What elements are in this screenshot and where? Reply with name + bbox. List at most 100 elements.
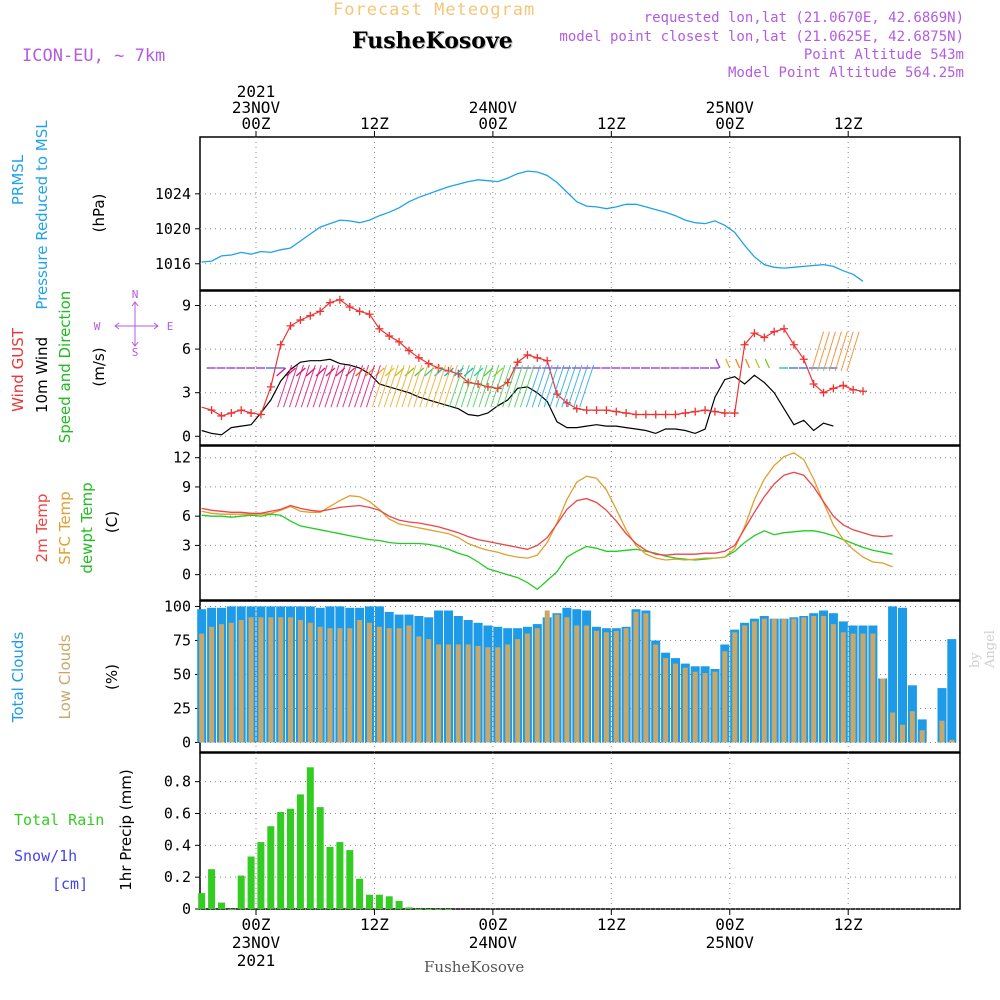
wind-gust-point <box>799 355 808 364</box>
wind-direction-hatch <box>508 364 524 408</box>
wind-gust-point <box>710 407 719 416</box>
wind-gust-point <box>829 384 838 393</box>
ytick-label-pressure: 1016 <box>155 255 191 273</box>
wind-gust-point <box>543 356 552 365</box>
panel-frame-wind <box>199 290 961 446</box>
low-cloud-bar <box>258 617 264 743</box>
wind-direction-hatch <box>360 364 375 408</box>
wind-direction-arrow <box>754 358 760 369</box>
ytick-label-precip: 0.2 <box>164 868 191 886</box>
wind-gust-point <box>661 410 670 419</box>
wind-direction-hatch <box>425 364 441 408</box>
top-time-label: 00Z <box>242 114 271 133</box>
low-cloud-bar <box>465 644 471 743</box>
rain-bar <box>218 902 225 909</box>
low-cloud-bar <box>475 645 481 743</box>
bottom-time-label: 23NOV <box>232 933 281 952</box>
bottom-time-label: 2021 <box>237 951 276 970</box>
wind-direction-hatch <box>466 364 482 408</box>
wind-direction-hatch <box>330 364 346 408</box>
wind-gust-point <box>355 307 364 316</box>
wind-direction-arrow <box>735 358 741 369</box>
bottom-time-label: 12Z <box>834 915 863 934</box>
wind-gust-point <box>414 353 423 362</box>
low-cloud-bar <box>840 632 846 743</box>
model-altitude-label: Model Point Altitude 564.25m <box>727 65 964 81</box>
low-cloud-bar <box>495 647 501 743</box>
panel-frame-temp <box>199 445 961 601</box>
wind-direction-hatch <box>448 364 464 408</box>
wind-gust-point <box>256 410 265 419</box>
wind-gust-line <box>201 299 864 417</box>
rain-bar <box>405 907 413 909</box>
low-cloud-bar <box>357 620 363 743</box>
low-cloud-bar <box>376 626 382 743</box>
wind-direction-hatch <box>567 364 583 408</box>
wind-direction-hatch <box>484 364 500 408</box>
wind-gust-point <box>770 327 779 336</box>
rain-bar <box>435 909 443 910</box>
panel-frame-precip <box>199 752 961 910</box>
low-cloud-bar <box>613 630 619 743</box>
low-cloud-bar <box>830 624 836 743</box>
wind-gust-point <box>681 409 690 418</box>
low-cloud-bar <box>317 626 323 743</box>
bottom-time-label: 00Z <box>242 915 271 934</box>
wind-gust-label: Wind GUST <box>9 327 27 412</box>
wind-gust-point <box>395 337 404 346</box>
wind-gust-point <box>217 411 226 420</box>
wind-gust-point <box>592 406 601 415</box>
point-altitude-label: Point Altitude 543m <box>803 47 964 63</box>
wind-direction-arrow <box>744 358 751 369</box>
ytick-label-precip: 0.8 <box>164 773 191 791</box>
wind-gust-point <box>740 340 749 349</box>
panel-frame-pressure <box>199 136 961 291</box>
rain-bar <box>198 893 206 909</box>
temp-unit-label: (C) <box>103 511 121 533</box>
total-rain-label: Total Rain <box>14 811 104 829</box>
low-cloud-bar <box>663 658 669 743</box>
top-time-label: 25NOV <box>706 98 755 117</box>
sfc-temp-line <box>201 452 893 568</box>
wind-direction-hatch <box>846 331 860 372</box>
low-cloud-bar <box>367 622 372 743</box>
low-cloud-bar <box>900 724 905 743</box>
low-cloud-bar <box>692 671 698 743</box>
wind-direction-hatch <box>490 364 506 408</box>
low-cloud-bar <box>327 628 333 743</box>
low-cloud-bar <box>870 633 876 743</box>
rain-bar <box>346 850 354 909</box>
low-cloud-bar <box>574 625 580 743</box>
low-cloud-bar <box>524 633 530 743</box>
low-cloud-bar <box>791 618 797 743</box>
total-cloud-bar <box>947 639 957 743</box>
wind-gust-point <box>780 324 789 333</box>
wind-direction-hatch <box>407 364 423 408</box>
station-name: FusheKosove <box>352 28 513 54</box>
wind-direction-hatch <box>277 364 293 408</box>
low-cloud-bar <box>909 711 915 743</box>
wind-direction-hatch <box>401 364 417 408</box>
wind-direction-hatch <box>478 364 494 408</box>
ytick-label-temp: 9 <box>182 478 191 496</box>
compass-s-label: S <box>132 346 139 359</box>
wind-direction-hatch <box>828 331 842 372</box>
rain-bar <box>247 856 255 909</box>
wind-direction-hatch <box>502 364 518 408</box>
low-cloud-bar <box>416 636 422 743</box>
ytick-label-wind: 6 <box>182 340 191 358</box>
wind-gust-point <box>247 409 256 418</box>
rain-bar <box>277 811 285 909</box>
low-cloud-bar <box>426 639 432 743</box>
low-cloud-bar <box>515 639 521 743</box>
low-cloud-bar <box>209 626 215 743</box>
compass-n-label: N <box>132 288 139 301</box>
total-cloud-bar <box>888 606 898 743</box>
wind-direction-hatch <box>496 364 512 408</box>
top-time-label: 23NOV <box>232 98 281 117</box>
wind-gust-point <box>375 324 384 333</box>
low-cloud-bar <box>682 667 688 743</box>
low-cloud-bar <box>554 614 560 743</box>
low-cloud-bar <box>712 671 718 743</box>
wind-direction-hatch <box>579 364 595 408</box>
